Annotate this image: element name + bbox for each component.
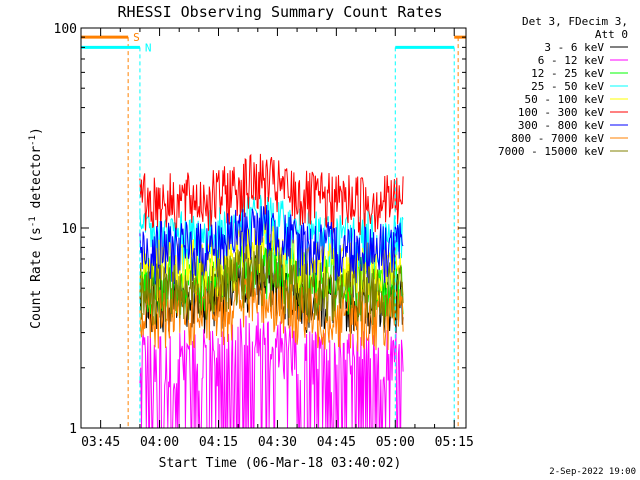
x-tick-label-4: 04:45 [317,435,356,450]
series-line-1 [139,312,404,429]
legend-label-1: 6 - 12 keV [538,54,605,67]
x-tick-label-0: 03:45 [81,435,120,450]
y-tick-label-0: 1 [69,422,77,437]
x-tick-label-5: 05:00 [376,435,415,450]
x-tick-label-1: 04:00 [140,435,179,450]
y-tick-label-2: 100 [54,22,77,37]
x-tick-label-3: 04:30 [258,435,297,450]
legend-label-5: 100 - 300 keV [518,106,604,119]
legend-label-0: 3 - 6 keV [544,41,604,54]
x-axis-label: Start Time (06-Mar-18 03:40:02) [159,456,402,471]
legend-label-2: 12 - 25 keV [531,67,604,80]
legend-header-line-1: Det 3, FDecim 3, [522,15,628,28]
series-line-6 [139,204,404,285]
legend-label-6: 300 - 800 keV [518,119,604,132]
flag-label-1: N [145,41,152,54]
legend-label-3: 25 - 50 keV [531,80,604,93]
legend-label-4: 50 - 100 keV [525,93,605,106]
flag-label-0: S [133,31,140,44]
y-axis-label: Count Rate (s-1 detector-1) [28,127,44,329]
x-tick-label-2: 04:15 [199,435,238,450]
axes-layer: 03:45 04:00 04:15 04:30 04:45 05:00 05:15 1 10 10… [54,22,474,450]
series-line-5 [139,153,404,236]
plot-layer: SN [80,31,466,429]
legend-header-line-2: Att 0 [595,28,628,41]
y-tick-label-1: 10 [61,222,77,237]
x-tick-label-6: 05:15 [435,435,474,450]
footer-date: 2-Sep-2022 19:00 [549,467,636,477]
chart-title: RHESSI Observing Summary Count Rates [117,3,442,21]
series-line-8 [139,244,404,326]
legend-label-7: 800 - 7000 keV [511,132,604,145]
legend-label-8: 7000 - 15000 keV [498,145,604,158]
